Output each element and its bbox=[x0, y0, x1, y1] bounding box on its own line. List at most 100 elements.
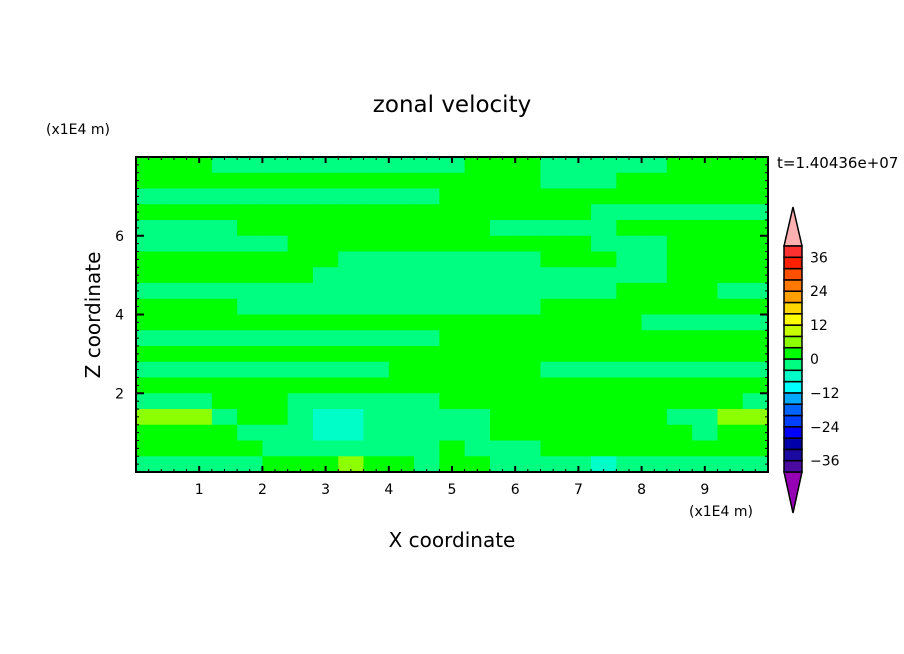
heatmap-cell bbox=[414, 377, 440, 394]
heatmap-cell bbox=[540, 456, 567, 473]
heatmap-cell bbox=[439, 314, 466, 331]
heatmap-cell bbox=[211, 424, 238, 441]
heatmap-cell bbox=[565, 440, 592, 457]
heatmap-cell bbox=[692, 393, 718, 410]
heatmap-cell bbox=[489, 314, 516, 331]
x-tick-label: 5 bbox=[448, 482, 457, 498]
heatmap-cell bbox=[211, 393, 238, 410]
heatmap-cell bbox=[464, 314, 491, 331]
heatmap-cell bbox=[515, 330, 541, 347]
heatmap-cell bbox=[237, 377, 263, 394]
heatmap-cell bbox=[161, 235, 188, 252]
heatmap-cell bbox=[616, 314, 643, 331]
heatmap-cell bbox=[540, 172, 567, 189]
heatmap-cell bbox=[616, 298, 643, 315]
heatmap-cell bbox=[363, 172, 390, 189]
heatmap-cell bbox=[515, 456, 541, 473]
heatmap-cell bbox=[237, 393, 263, 410]
heatmap-cell bbox=[591, 377, 617, 394]
heatmap-cell bbox=[641, 251, 668, 268]
heatmap-cell bbox=[742, 204, 769, 221]
heatmap-cell bbox=[338, 456, 365, 473]
heatmap-cell bbox=[287, 298, 314, 315]
heatmap-cell bbox=[161, 440, 188, 457]
heatmap-cell bbox=[338, 440, 365, 457]
heatmap-cell bbox=[262, 235, 289, 252]
heatmap-cell bbox=[515, 204, 541, 221]
heatmap-cell bbox=[515, 157, 541, 174]
heatmap-cell bbox=[692, 172, 718, 189]
x-tick-label: 6 bbox=[511, 482, 520, 498]
heatmap-cell bbox=[136, 220, 162, 237]
heatmap-cell bbox=[161, 188, 188, 205]
heatmap-cell bbox=[439, 298, 466, 315]
heatmap-cell bbox=[464, 188, 491, 205]
heatmap-cell bbox=[414, 409, 440, 426]
heatmap-cell bbox=[666, 298, 693, 315]
colorbar-tick-label: −24 bbox=[810, 420, 840, 436]
heatmap-cell bbox=[742, 172, 769, 189]
heatmap-cell bbox=[692, 283, 718, 300]
heatmap-cell bbox=[287, 251, 314, 268]
heatmap-cell bbox=[287, 172, 314, 189]
heatmap-cell bbox=[262, 251, 289, 268]
heatmap-cell bbox=[388, 298, 415, 315]
heatmap-cell bbox=[540, 188, 567, 205]
heatmap-cell bbox=[641, 440, 668, 457]
heatmap-cell bbox=[363, 346, 390, 363]
heatmap-cell bbox=[591, 267, 617, 284]
heatmap-cell bbox=[388, 361, 415, 378]
heatmap-cell bbox=[262, 330, 289, 347]
heatmap-cell bbox=[540, 314, 567, 331]
colorbar-band bbox=[783, 245, 803, 259]
heatmap-cell bbox=[489, 188, 516, 205]
heatmap-cell bbox=[312, 409, 339, 426]
heatmap-cell bbox=[464, 456, 491, 473]
heatmap-cell bbox=[211, 267, 238, 284]
heatmap-cell bbox=[414, 393, 440, 410]
heatmap-cell bbox=[312, 220, 339, 237]
heatmap-cell bbox=[540, 393, 567, 410]
heatmap-cell bbox=[363, 157, 390, 174]
heatmap-cell bbox=[136, 157, 162, 174]
heatmap-cell bbox=[565, 220, 592, 237]
heatmap-cell bbox=[161, 204, 188, 221]
heatmap-cell bbox=[186, 283, 213, 300]
heatmap-cell bbox=[616, 346, 643, 363]
heatmap-cell bbox=[161, 314, 188, 331]
heatmap-cell bbox=[439, 235, 466, 252]
heatmap-cell bbox=[489, 409, 516, 426]
heatmap-cell bbox=[742, 440, 769, 457]
heatmap-cell bbox=[211, 235, 238, 252]
heatmap-cell bbox=[439, 157, 466, 174]
heatmap-cell bbox=[237, 314, 263, 331]
heatmap-cell bbox=[464, 409, 491, 426]
heatmap-cell bbox=[692, 188, 718, 205]
heatmap-cell bbox=[388, 314, 415, 331]
heatmap-cell bbox=[591, 393, 617, 410]
heatmap-cell bbox=[439, 220, 466, 237]
colorbar-band bbox=[783, 380, 803, 394]
heatmap-cell bbox=[540, 235, 567, 252]
colorbar-band bbox=[783, 414, 803, 428]
heatmap-cell bbox=[186, 330, 213, 347]
heatmap-cell bbox=[717, 188, 744, 205]
heatmap-cell bbox=[136, 188, 162, 205]
heatmap-cell bbox=[211, 377, 238, 394]
heatmap-cell bbox=[742, 456, 769, 473]
heatmap-cell bbox=[363, 235, 390, 252]
heatmap-cell bbox=[414, 251, 440, 268]
heatmap-cell bbox=[136, 314, 162, 331]
heatmap-cell bbox=[161, 283, 188, 300]
heatmap-cell bbox=[287, 188, 314, 205]
heatmap-cell bbox=[211, 346, 238, 363]
heatmap-cell bbox=[666, 393, 693, 410]
heatmap-cell bbox=[717, 440, 744, 457]
heatmap-cell bbox=[363, 440, 390, 457]
heatmap-cell bbox=[616, 361, 643, 378]
heatmap-cell bbox=[338, 235, 365, 252]
colorbar-tick-label: 24 bbox=[810, 284, 828, 300]
heatmap-cell bbox=[237, 235, 263, 252]
heatmap-cell bbox=[211, 157, 238, 174]
heatmap-cell bbox=[287, 204, 314, 221]
